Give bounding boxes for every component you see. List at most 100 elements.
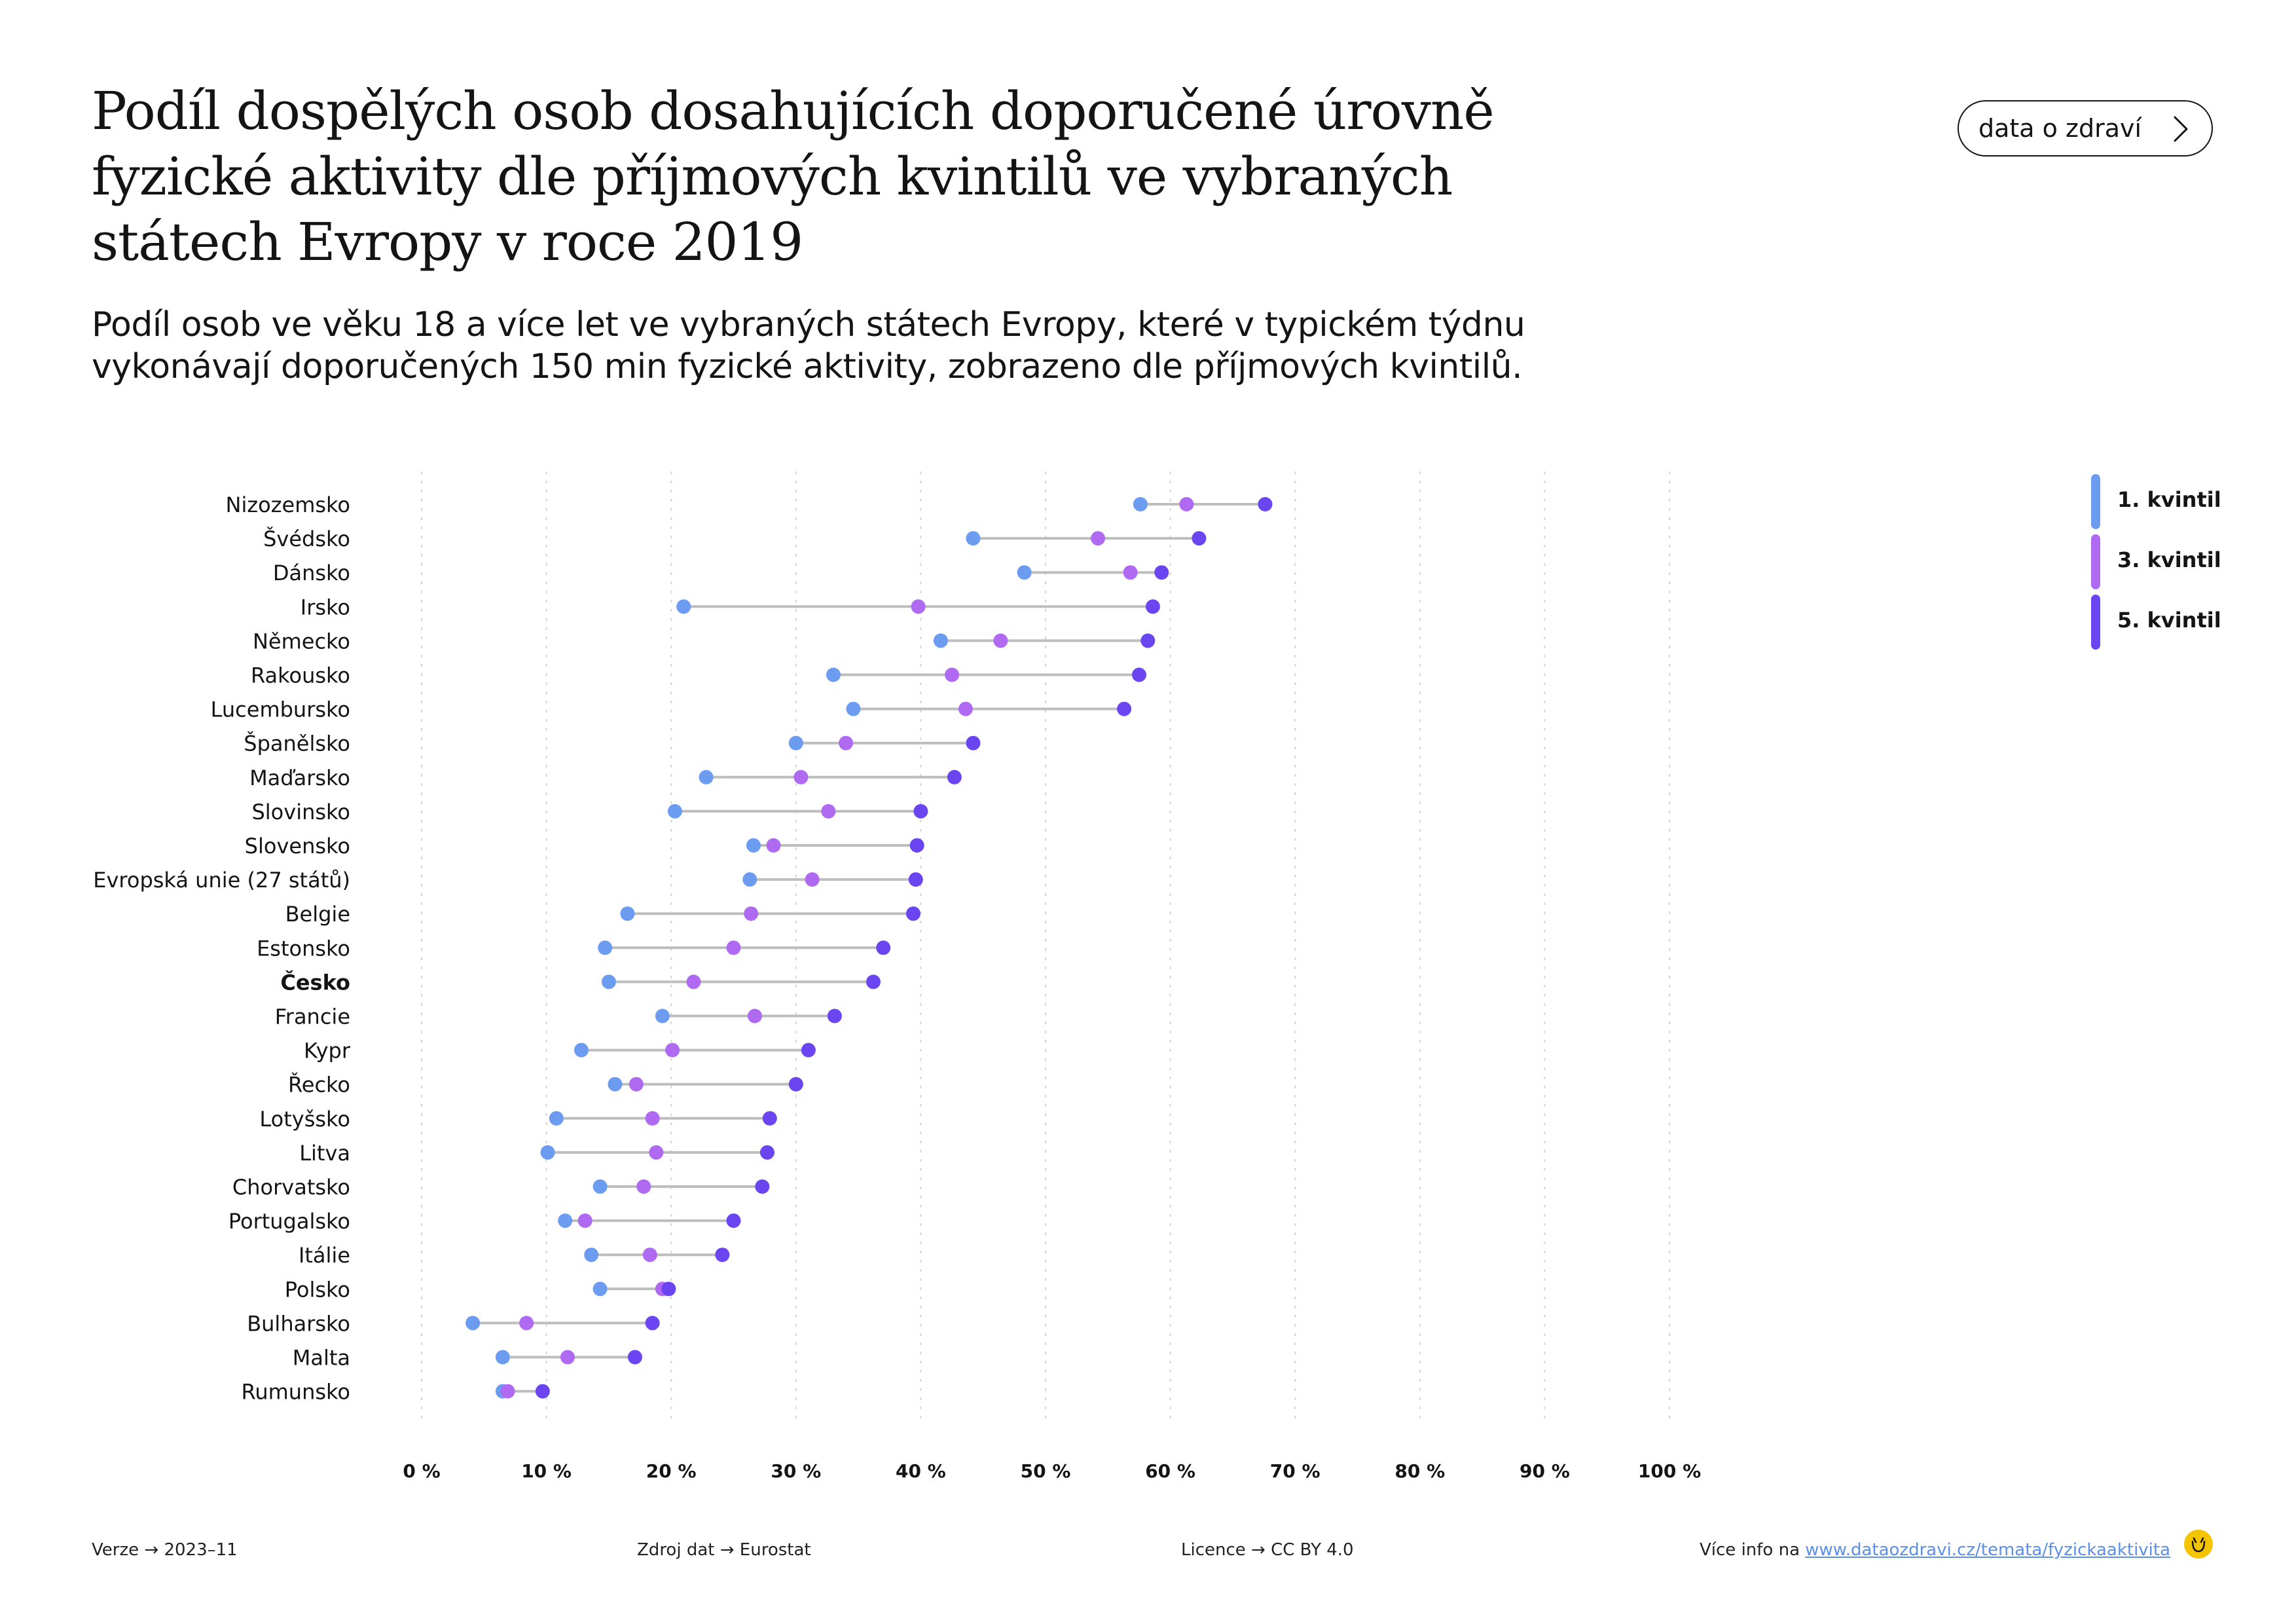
data-point — [1192, 531, 1207, 546]
y-category-label: Evropská unie (27 států) — [93, 868, 350, 893]
page-title: Podíl dospělých osob dosahujících doporu… — [92, 81, 1495, 272]
data-o-zdravi-button[interactable]: data o zdraví — [1958, 100, 2213, 157]
data-point — [866, 974, 881, 989]
data-point — [1133, 497, 1148, 511]
y-category-label: Rumunsko — [242, 1380, 350, 1405]
y-category-label: Řecko — [288, 1073, 350, 1098]
x-tick-label: 60 % — [1145, 1460, 1195, 1482]
legend-swatch — [2091, 534, 2100, 589]
y-category-label: Bulharsko — [247, 1311, 350, 1336]
version-label: Verze — [92, 1540, 139, 1560]
arrow-right-icon: → — [720, 1540, 735, 1560]
license-label: Licence — [1181, 1540, 1246, 1560]
y-category-label: Dánsko — [273, 561, 350, 585]
data-point — [908, 872, 923, 887]
data-point — [947, 769, 962, 784]
data-point — [1123, 565, 1138, 580]
data-point — [655, 1008, 670, 1024]
x-tick-label: 20 % — [646, 1460, 697, 1482]
data-point — [592, 1179, 608, 1194]
dumbbell-chart: 0 % 10 % 20 % 30 % 40 % 50 % 60 % 70 % 80 % 90 % 1… — [93, 471, 1701, 1482]
y-category-label: Chorvatsko — [232, 1175, 350, 1200]
data-point — [726, 1213, 741, 1228]
y-category-label: Estonsko — [257, 936, 350, 961]
data-point — [945, 667, 960, 682]
legend-label: 5. kvintil — [2117, 608, 2221, 633]
data-point — [549, 1111, 564, 1126]
footer-version: Verze → 2023–11 — [92, 1540, 238, 1560]
data-point — [958, 701, 974, 716]
arrow-right-icon: → — [1251, 1540, 1266, 1560]
data-point — [966, 531, 981, 546]
data-point — [645, 1316, 660, 1331]
data-point — [911, 599, 926, 614]
data-point — [629, 1077, 644, 1092]
info-label: Více info na — [1700, 1540, 1800, 1560]
data-point — [1140, 633, 1156, 648]
data-point — [1258, 497, 1273, 511]
data-point — [636, 1179, 651, 1194]
data-point — [558, 1213, 573, 1228]
y-category-label: Německo — [253, 629, 350, 654]
y-category-label: Irsko — [301, 595, 350, 619]
y-category-label: Španělsko — [244, 731, 350, 756]
data-point — [1179, 497, 1194, 511]
legend-swatch — [2091, 474, 2100, 529]
data-point — [601, 974, 616, 989]
y-category-label: Portugalsko — [228, 1209, 350, 1234]
data-point — [577, 1213, 592, 1228]
x-tick-label: 0 % — [403, 1460, 440, 1482]
data-button-label: data o zdraví — [1978, 114, 2142, 143]
data-point — [846, 701, 861, 716]
x-tick-label: 30 % — [771, 1460, 821, 1482]
data-point — [560, 1350, 575, 1365]
legend-item: 3. kvintil — [2091, 534, 2261, 595]
data-point — [519, 1316, 534, 1331]
data-point — [759, 1145, 774, 1160]
data-point — [1131, 667, 1146, 682]
x-tick-label: 10 % — [521, 1460, 572, 1482]
x-tick-label: 50 % — [1021, 1460, 1071, 1482]
arrow-right-icon: → — [144, 1540, 159, 1560]
data-point — [665, 1043, 680, 1058]
y-category-label: Rakousko — [251, 663, 350, 688]
data-point — [574, 1043, 589, 1058]
data-point — [592, 1282, 608, 1297]
data-point — [839, 735, 854, 750]
chevron-right-icon — [2174, 116, 2188, 142]
y-category-label: Itálie — [299, 1243, 350, 1268]
data-point — [1154, 565, 1169, 580]
data-point — [933, 633, 948, 648]
y-category-label: Česko — [280, 969, 350, 995]
data-point — [620, 906, 635, 921]
source-value: Eurostat — [739, 1540, 811, 1560]
footer-info: Více info na www.dataozdravi.cz/temata/f… — [1700, 1540, 2170, 1560]
data-point — [500, 1384, 515, 1399]
source-label: Zdroj dat — [637, 1540, 715, 1560]
legend-item: 5. kvintil — [2091, 595, 2261, 655]
data-point — [676, 599, 691, 614]
data-point — [649, 1145, 664, 1160]
data-point — [699, 769, 714, 784]
data-point — [788, 1077, 803, 1092]
data-point — [465, 1316, 481, 1331]
data-point — [788, 735, 803, 750]
y-category-label: Nizozemsko — [226, 492, 351, 517]
data-point — [667, 803, 682, 819]
data-point — [535, 1384, 550, 1399]
data-point — [821, 803, 836, 819]
legend: 1. kvintil 3. kvintil 5. kvintil — [2091, 474, 2261, 655]
data-point — [715, 1247, 730, 1263]
data-point — [627, 1350, 642, 1365]
data-point — [1145, 599, 1160, 614]
data-point — [827, 1008, 842, 1024]
version-value: 2023–11 — [164, 1540, 238, 1560]
info-link[interactable]: www.dataozdravi.cz/temata/fyzickaaktivit… — [1805, 1540, 2171, 1560]
license-value: CC BY 4.0 — [1271, 1540, 1354, 1560]
data-point — [540, 1145, 555, 1160]
data-point — [762, 1111, 777, 1126]
y-category-label: Belgie — [285, 902, 350, 927]
data-point — [495, 1350, 510, 1365]
data-point — [686, 974, 701, 989]
data-point — [726, 940, 741, 955]
